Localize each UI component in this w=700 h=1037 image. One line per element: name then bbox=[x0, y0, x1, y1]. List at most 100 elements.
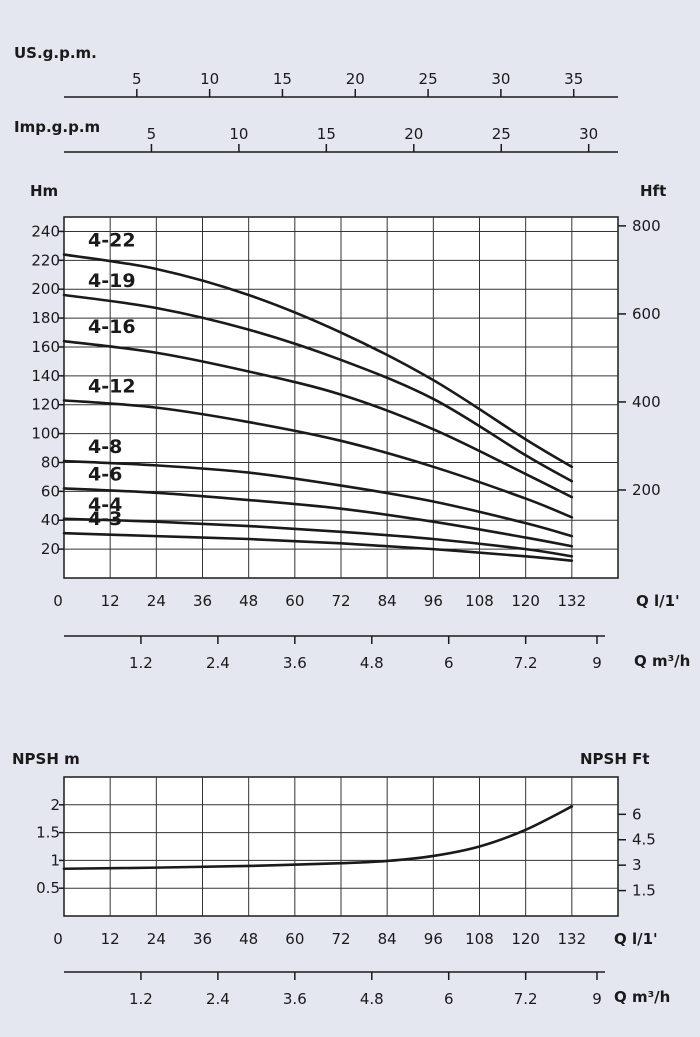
head-chart-curve-4-22 bbox=[62, 253, 574, 469]
npsh-chart-ytick-label: 1 bbox=[50, 851, 60, 869]
npsh-chart-m3h-tick-label: 3.6 bbox=[283, 990, 307, 1008]
us-gpm-tick-label: 30 bbox=[491, 70, 510, 88]
head-chart-xtick-label: 84 bbox=[378, 592, 397, 610]
head-chart-curve-label: 4-12 bbox=[88, 375, 136, 397]
head-chart-ytick-label: 200 bbox=[31, 280, 60, 298]
head-chart-ytick-label: 40 bbox=[41, 511, 60, 529]
head-chart-curve-label: 4-16 bbox=[88, 316, 136, 338]
head-chart-ytick-label: 120 bbox=[31, 396, 60, 414]
head-chart-m3h-tick-label: 1.2 bbox=[129, 654, 153, 672]
head-chart-ytick-label: 180 bbox=[31, 309, 60, 327]
us-gpm-tick-label: 35 bbox=[564, 70, 583, 88]
head-chart-curve-4-8 bbox=[62, 459, 574, 538]
npsh-chart-right-tick-label: 3 bbox=[632, 856, 642, 874]
head-chart-m3h-tick-label: 2.4 bbox=[206, 654, 230, 672]
head-chart-m3h-tick-label: 7.2 bbox=[514, 654, 538, 672]
head-chart-right-tick-label: 200 bbox=[632, 481, 661, 499]
npsh-chart-xlabel: Q l/1' bbox=[614, 930, 658, 948]
head-chart-xtick-label: 108 bbox=[465, 592, 494, 610]
npsh-chart-xtick-label: 72 bbox=[331, 930, 350, 948]
head-chart-ytick-label: 140 bbox=[31, 367, 60, 385]
head-chart-xtick-label: 132 bbox=[558, 592, 587, 610]
head-chart-xtick-label: 48 bbox=[239, 592, 258, 610]
npsh-chart-curve-npsh bbox=[62, 805, 574, 871]
npsh-chart-m3h-tick-label: 4.8 bbox=[360, 990, 384, 1008]
head-chart-curve-4-4 bbox=[62, 517, 574, 558]
npsh-chart-m3h-tick-label: 1.2 bbox=[129, 990, 153, 1008]
head-chart-ytick-label: 20 bbox=[41, 540, 60, 558]
npsh-chart-ytick-label: 0.5 bbox=[36, 879, 60, 897]
npsh-chart-m3h-tick-label: 7.2 bbox=[514, 990, 538, 1008]
npsh-chart-xtick-label: 120 bbox=[511, 930, 540, 948]
head-chart-xtick-label: 0 bbox=[53, 592, 63, 610]
head-chart-ytick-label: 240 bbox=[31, 222, 60, 240]
imp-gpm-tick-label: 30 bbox=[579, 125, 598, 143]
us-gpm-tick-label: 10 bbox=[200, 70, 219, 88]
npsh-chart-xtick-label: 60 bbox=[285, 930, 304, 948]
us-gpm-tick-label: 20 bbox=[346, 70, 365, 88]
head-chart-curve-4-16 bbox=[62, 339, 574, 499]
head-chart-xtick-label: 12 bbox=[101, 592, 120, 610]
npsh-chart-xtick-label: 132 bbox=[558, 930, 587, 948]
imp-gpm-tick-label: 15 bbox=[317, 125, 336, 143]
npsh-chart-xtick-label: 12 bbox=[101, 930, 120, 948]
head-chart-curve-label: 4-4 bbox=[88, 494, 122, 516]
npsh-chart-xtick-label: 96 bbox=[424, 930, 443, 948]
npsh-chart-m3h-tick-label: 6 bbox=[444, 990, 454, 1008]
npsh-chart-xtick-label: 108 bbox=[465, 930, 494, 948]
head-chart-m3h-label: Q m³/h bbox=[634, 652, 690, 670]
npsh-chart-xtick-label: 24 bbox=[147, 930, 166, 948]
head-chart-xtick-label: 72 bbox=[331, 592, 350, 610]
npsh-chart-xtick-label: 0 bbox=[53, 930, 63, 948]
head-chart-m3h-tick-label: 3.6 bbox=[283, 654, 307, 672]
head-chart-ytick-label: 220 bbox=[31, 251, 60, 269]
npsh-chart-m3h-tick-label: 9 bbox=[592, 990, 602, 1008]
us-gpm-label: US.g.p.m. bbox=[14, 44, 97, 62]
head-chart-m3h-tick-label: 9 bbox=[592, 654, 602, 672]
head-chart-curve-label: 4-3 bbox=[88, 508, 122, 530]
imp-gpm-tick-label: 20 bbox=[404, 125, 423, 143]
head-chart-xtick-label: 24 bbox=[147, 592, 166, 610]
head-chart-ytick-label: 100 bbox=[31, 425, 60, 443]
us-gpm-tick-label: 5 bbox=[132, 70, 142, 88]
head-chart-curve-4-3 bbox=[62, 531, 574, 562]
imp-gpm-tick-label: 10 bbox=[229, 125, 248, 143]
head-chart-curve-4-12 bbox=[62, 399, 574, 519]
head-chart-ytick-label: 60 bbox=[41, 482, 60, 500]
head-chart-right-tick-label: 600 bbox=[632, 305, 661, 323]
npsh-chart-right-tick-label: 6 bbox=[632, 805, 642, 823]
head-chart-m3h-tick-label: 6 bbox=[444, 654, 454, 672]
head-chart-curve-4-6 bbox=[62, 487, 574, 548]
head-chart-curve-label: 4-8 bbox=[88, 436, 122, 458]
npsh-chart-xtick-label: 84 bbox=[378, 930, 397, 948]
head-chart-ytick-label: 80 bbox=[41, 453, 60, 471]
npsh-chart-right-tick-label: 1.5 bbox=[632, 882, 656, 900]
head-chart-ytick-label: 160 bbox=[31, 338, 60, 356]
head-chart-right-tick-label: 400 bbox=[632, 393, 661, 411]
npsh-chart-m3h-label: Q m³/h bbox=[614, 988, 670, 1006]
npsh-chart-xtick-label: 36 bbox=[193, 930, 212, 948]
head-chart-right-tick-label: 800 bbox=[632, 217, 661, 235]
npsh-chart-xtick-label: 48 bbox=[239, 930, 258, 948]
npsh-chart-right-tick-label: 4.5 bbox=[632, 831, 656, 849]
npsh-chart-m3h-tick-label: 2.4 bbox=[206, 990, 230, 1008]
imp-gpm-label: Imp.g.p.m bbox=[14, 118, 100, 136]
npsh-chart-right-axis-title: NPSH Ft bbox=[580, 750, 650, 768]
head-chart-m3h-tick-label: 4.8 bbox=[360, 654, 384, 672]
us-gpm-tick-label: 25 bbox=[419, 70, 438, 88]
imp-gpm-tick-label: 5 bbox=[147, 125, 157, 143]
head-chart-xtick-label: 36 bbox=[193, 592, 212, 610]
npsh-chart-ytick-label: 2 bbox=[50, 796, 60, 814]
head-chart-curve-label: 4-22 bbox=[88, 230, 136, 252]
imp-gpm-tick-label: 25 bbox=[492, 125, 511, 143]
head-chart-xtick-label: 60 bbox=[285, 592, 304, 610]
npsh-chart-left-axis-title: NPSH m bbox=[12, 750, 80, 768]
head-chart-curve-label: 4-19 bbox=[88, 270, 136, 292]
head-chart-right-axis-title: Hft bbox=[640, 182, 666, 200]
head-chart-xlabel: Q l/1' bbox=[636, 592, 680, 610]
head-chart-xtick-label: 96 bbox=[424, 592, 443, 610]
npsh-chart-ytick-label: 1.5 bbox=[36, 824, 60, 842]
head-chart-curve-4-19 bbox=[62, 293, 574, 483]
head-chart-xtick-label: 120 bbox=[511, 592, 540, 610]
